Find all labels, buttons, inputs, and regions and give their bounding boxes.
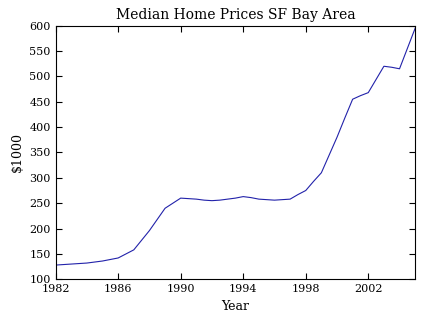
Title: Median Home Prices SF Bay Area: Median Home Prices SF Bay Area — [116, 8, 355, 22]
X-axis label: Year: Year — [221, 300, 250, 313]
Y-axis label: $1000: $1000 — [11, 133, 24, 172]
